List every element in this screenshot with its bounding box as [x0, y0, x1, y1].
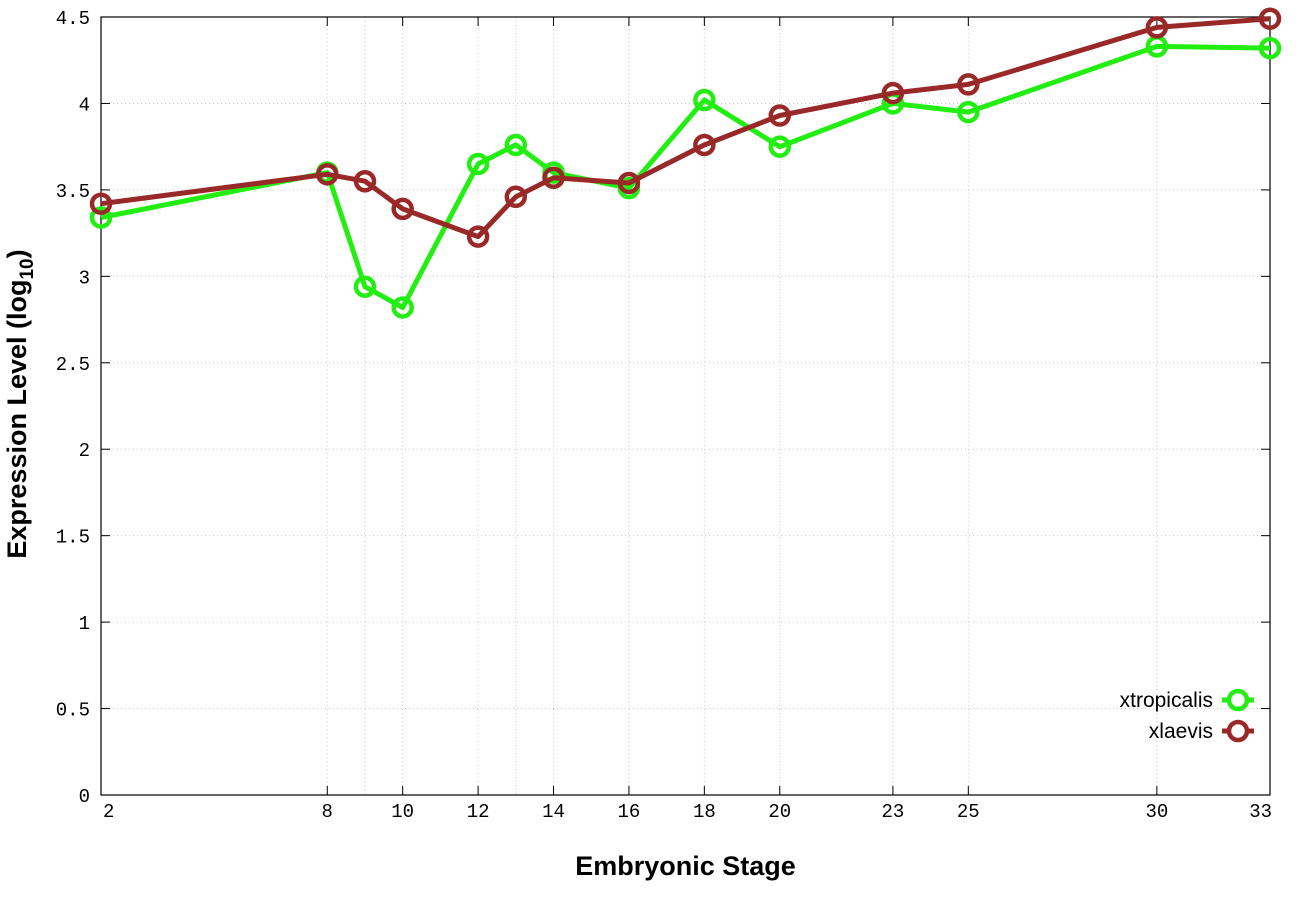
ticks-layer: 0 0.5 1 1.5 2 2.5 3 3.5 4 4.5 2 8 10 12 14 16 18 20 23 25 30…: [56, 8, 1272, 823]
legend-entry: xtropicalis: [1120, 688, 1254, 712]
data-point: [466, 225, 490, 248]
grid-layer: [101, 17, 1270, 795]
y-tick-label: 2: [79, 440, 90, 462]
series-line: [100, 43, 1271, 310]
y-tick-label: 1.5: [56, 527, 90, 549]
legend-marker: [1226, 719, 1250, 743]
data-point: [353, 169, 377, 193]
data-point: [693, 88, 716, 112]
y-tick-label: 1: [79, 613, 90, 635]
x-tick-label: 20: [768, 801, 791, 823]
y-tick-label: 0.5: [56, 700, 90, 722]
x-tick-label: 8: [322, 801, 333, 823]
data-point: [768, 135, 792, 158]
y-tick-label: 2.5: [56, 354, 90, 376]
data-point: [881, 81, 905, 105]
x-tick-label: 10: [391, 801, 414, 823]
data-point: [768, 104, 792, 127]
series-xtropicalis: [89, 35, 1282, 319]
plot-frame: [100, 16, 1271, 796]
data-point: [1258, 36, 1282, 60]
x-tick-label: 12: [467, 801, 490, 823]
data-point: [957, 100, 980, 124]
legend-label: xtropicalis: [1120, 689, 1213, 712]
data-point: [391, 296, 414, 319]
data-point: [353, 275, 377, 298]
y-tick-label: 3.5: [56, 181, 90, 203]
data-point: [542, 166, 565, 190]
legend-entry: xlaevis: [1149, 719, 1254, 743]
x-tick-label: 23: [881, 801, 904, 823]
series-layer: [89, 7, 1282, 319]
x-tick-label: 18: [693, 801, 716, 823]
data-point: [391, 197, 414, 221]
data-point: [617, 171, 641, 195]
data-point: [504, 185, 528, 209]
x-axis-title: Embryonic Stage: [575, 851, 796, 881]
y-tick-label: 4: [79, 94, 90, 116]
data-point: [1258, 7, 1282, 30]
legend: xtropicalis xlaevis: [1120, 688, 1254, 743]
x-tick-label: 25: [957, 801, 980, 823]
x-tick-label: 30: [1145, 801, 1168, 823]
x-tick-label: 2: [103, 801, 114, 823]
y-axis-title-main: Expression Level (log: [2, 280, 32, 559]
series-line: [100, 16, 1271, 240]
data-point: [1145, 16, 1169, 39]
data-point: [89, 192, 113, 215]
y-tick-label: 0: [79, 786, 90, 808]
x-tick-label: 16: [618, 801, 641, 823]
legend-label: xlaevis: [1149, 720, 1213, 743]
series-xlaevis: [89, 7, 1282, 248]
data-point: [466, 152, 490, 176]
y-tick-label: 4.5: [56, 8, 90, 30]
data-point: [957, 73, 980, 96]
data-point: [316, 163, 339, 186]
data-point: [89, 206, 113, 229]
y-axis-title: Expression Level (log10): [2, 249, 38, 558]
y-tick-label: 3: [79, 267, 90, 289]
data-point: [504, 133, 528, 157]
data-point: [693, 133, 716, 157]
y-axis-title-subscript: 10: [17, 258, 38, 279]
x-tick-label: 33: [1249, 801, 1272, 823]
x-tick-label: 14: [542, 801, 565, 823]
y-axis-title-suffix: ): [2, 249, 32, 258]
legend-marker: [1226, 688, 1250, 712]
